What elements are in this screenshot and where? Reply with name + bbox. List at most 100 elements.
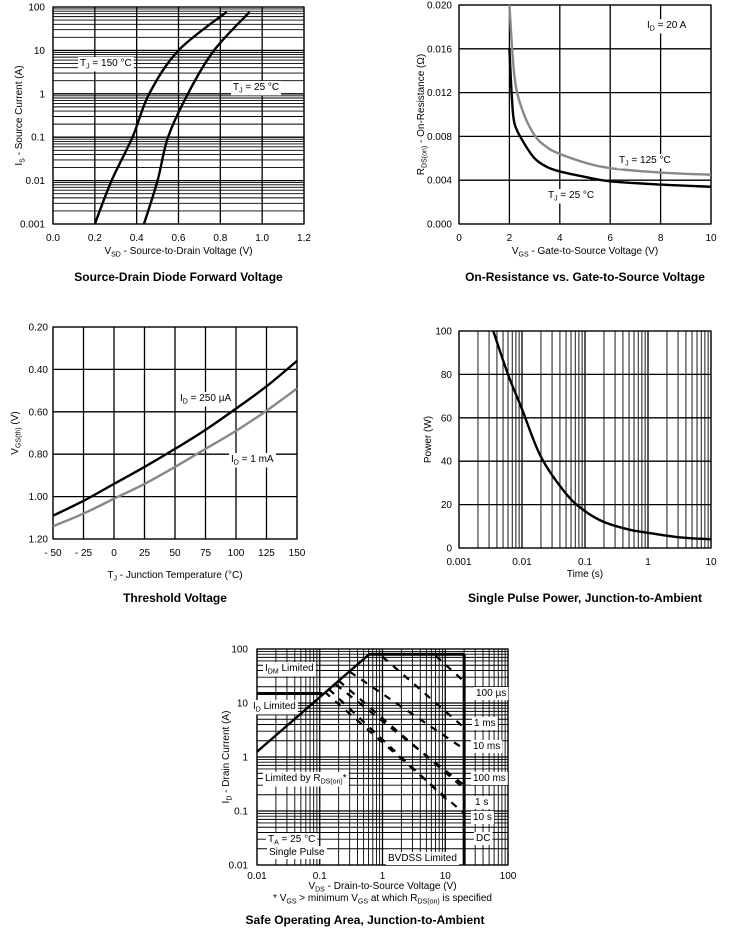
text-segment: Limited by R [265,773,321,784]
x-axis-label: Time (s) [567,569,603,580]
annotation-label: ID Limited [253,701,296,714]
series-label: TJ = 125 °C [619,155,671,168]
subscript: DS(on) [422,146,429,168]
series-line-1 [93,10,228,225]
y-axis-label: Power (W) [423,416,434,463]
chart-title: On-Resistance vs. Gate-to-Source Voltage [465,270,705,284]
x-tick-label: 100 [500,871,517,882]
x-tick-label: 0.01 [512,557,532,568]
y-tick-label: 0.012 [427,88,452,99]
series-label: TJ = 150 °C [80,58,132,71]
safe-area-dashed-line [381,655,465,729]
text-segment: DC [476,833,490,844]
y-tick-label: 0.80 [29,450,49,461]
y-tick-label: 100 [435,327,452,338]
series-line-2 [52,387,298,528]
x-axis-label: VSD - Source-to-Drain Voltage (V) [104,246,252,259]
y-tick-label: 0.01 [26,176,46,187]
text-segment: Power (W) [423,416,434,463]
y-tick-label: 0.000 [427,220,452,231]
text-segment: Limited [279,663,314,674]
series-line-1 [52,359,298,517]
y-tick-label: 10 [34,46,46,57]
x-tick-label: - 50 [44,548,62,559]
label-background [266,833,318,848]
x-tick-label: 0.6 [172,233,186,244]
series-label: 100 ms [473,773,506,784]
x-tick-label: 0.1 [313,871,327,882]
series-label: DC [476,833,490,844]
plot-border [458,330,712,549]
x-tick-label: 0.1 [578,557,592,568]
x-tick-label: 0.8 [213,233,227,244]
text-segment: V [104,246,111,257]
y-axis-label: VGS(th) (V) [10,411,23,454]
subscript: SD [111,252,121,259]
y-tick-label: 0.016 [427,44,452,55]
y-tick-label: 0.20 [29,323,49,334]
y-tick-label: 1.20 [29,535,49,546]
label-background [251,700,298,715]
chart-2: TJ = 125 °CTJ = 25 °CID = 20 A0 2 4 6 8 100.0… [416,1,717,285]
gridlines [256,648,509,866]
x-tick-label: 0 [456,233,462,244]
y-tick-label: 0.01 [229,861,249,872]
series-line-2 [508,48,712,188]
y-tick-label: 0 [446,544,452,555]
x-tick-label: 1 [645,557,651,568]
safe-area-dashed-line [434,654,465,683]
text-segment: - Junction Temperature (°C) [117,570,243,581]
subscript: DS(on) [418,899,440,906]
subscript: A [274,840,279,847]
label-background [474,832,493,845]
y-tick-label: 20 [441,500,453,511]
text-segment: 10 s [473,812,492,823]
x-tick-label: 125 [258,548,275,559]
text-segment: 10 ms [473,741,500,752]
series-label: 1 ms [474,718,496,729]
x-tick-label: 10 [705,557,717,568]
text-segment: = 25 °C [243,82,280,93]
text-segment: * [343,773,347,784]
annotation-label: ID = 20 A [647,20,687,33]
y-axis-label: RDS(on) - On-Resistance (Ω) [416,54,429,175]
label-background [645,19,689,34]
subscript: D [234,460,239,467]
text-segment: T [619,155,625,166]
text-segment: Time (s) [567,569,603,580]
text-segment: = 25 °C [279,834,316,845]
label-background [78,57,134,72]
y-axis-label: ID - Drain Current (A) [221,711,234,804]
chart-title: Source-Drain Diode Forward Voltage [74,270,283,284]
text-segment: I [647,20,650,31]
text-segment: - On-Resistance (Ω) [416,54,427,146]
text-segment: T [268,834,274,845]
text-segment: - Source-to-Drain Voltage (V) [121,246,253,257]
label-background [617,154,673,169]
y-tick-label: 0.020 [427,1,452,12]
text-segment: - Drain-to-Source Voltage (V) [325,881,457,892]
x-tick-label: - 25 [75,548,93,559]
text-segment: = 1 mA [239,454,274,465]
text-segment: - Source Current (A) [14,65,25,158]
x-tick-label: 25 [139,548,151,559]
subscript: GS [519,252,529,259]
text-segment: T [80,58,86,69]
text-segment: - Gate-to-Source Voltage (V) [529,246,659,257]
text-segment: = 25 °C [558,190,595,201]
y-tick-label: 0.001 [20,220,45,231]
text-segment: is specified [440,893,492,904]
x-tick-label: 0.2 [88,233,102,244]
subscript: D [183,399,188,406]
text-segment: I [231,454,234,465]
plot-border [52,6,305,225]
y-tick-label: 1.00 [29,492,49,503]
x-tick-label: 0.001 [446,557,471,568]
label-background [386,852,459,865]
label-background [231,81,282,96]
subscript: GS [358,899,368,906]
text-segment: I [265,663,268,674]
series-label: 1 s [475,797,488,808]
